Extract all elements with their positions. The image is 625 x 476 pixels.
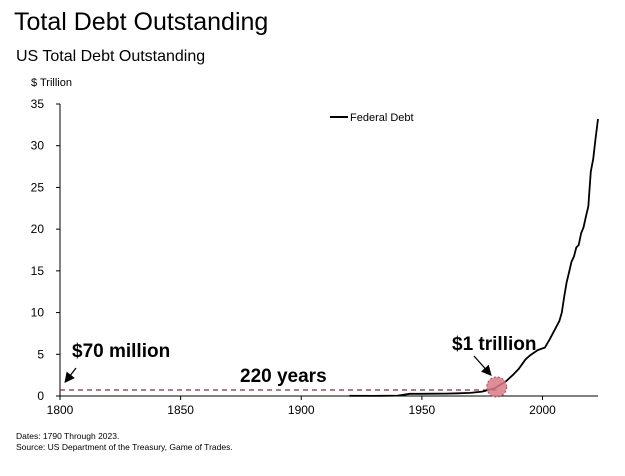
arrow-70-million <box>64 367 77 384</box>
x-tick-label: 2000 <box>529 403 556 417</box>
y-tick-label: 20 <box>31 222 45 236</box>
x-tick-label: 1850 <box>167 403 194 417</box>
footnote-dates: Dates: 1790 Through 2023. <box>16 431 120 441</box>
highlight-marker <box>486 376 508 398</box>
annotations: $70 million 220 years $1 trillion <box>64 334 536 387</box>
y-axis-unit-label: $ Trillion <box>31 77 72 89</box>
annotation-220-years: 220 years <box>240 366 327 387</box>
y-tick-label: 30 <box>31 139 45 153</box>
annotation-70-million: $70 million <box>72 341 170 362</box>
y-tick-label: 15 <box>31 264 45 278</box>
footnote-source: Source: US Department of the Treasury, G… <box>16 442 233 452</box>
y-tick-label: 0 <box>37 389 44 403</box>
series-line-federal-debt <box>349 118 599 397</box>
x-tick-label: 1950 <box>409 403 436 417</box>
x-tick-label: 1800 <box>47 403 74 417</box>
y-tick-label: 35 <box>31 97 45 111</box>
y-tick-label: 5 <box>37 347 44 361</box>
y-tick-label: 25 <box>31 180 45 194</box>
legend-label-federal-debt: Federal Debt <box>350 112 414 124</box>
page-title: Total Debt Outstanding <box>14 8 269 36</box>
series-group <box>349 118 599 398</box>
chart-subtitle: US Total Debt Outstanding <box>16 48 206 65</box>
x-tick-label: 1900 <box>288 403 315 417</box>
arrow-1-trillion <box>473 355 492 376</box>
legend: Federal Debt <box>330 112 414 124</box>
axes: 0 5 10 15 20 25 30 35 1800 1850 1900 1950 2000 $ Tril… <box>31 77 598 417</box>
annotation-1-trillion: $1 trillion <box>452 334 536 355</box>
y-tick-label: 10 <box>31 306 45 320</box>
